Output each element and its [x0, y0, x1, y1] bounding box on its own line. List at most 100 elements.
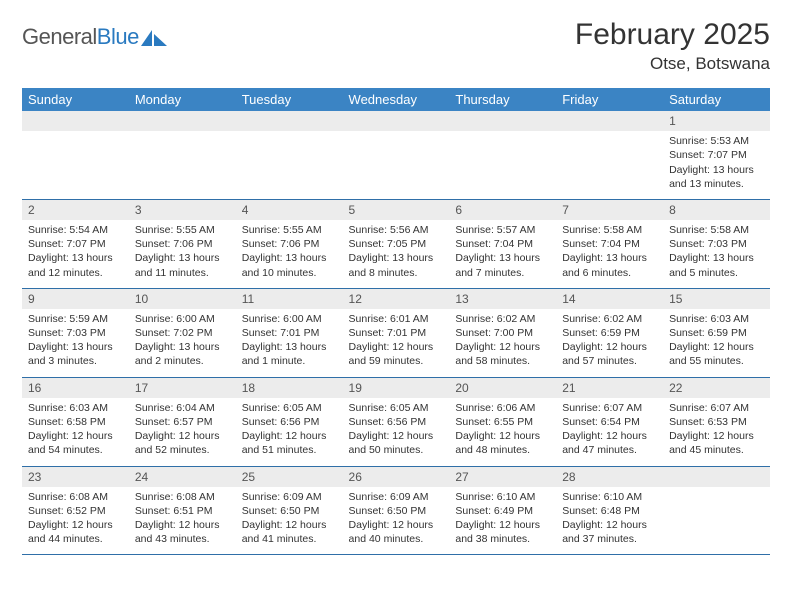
day-number: 6 — [449, 200, 556, 220]
calendar-cell — [343, 111, 450, 199]
sunset-text: Sunset: 6:53 PM — [669, 415, 764, 429]
brand-text: GeneralBlue — [22, 24, 139, 50]
daylight-text: Daylight: 12 hours and 55 minutes. — [669, 340, 764, 368]
day-body — [343, 131, 450, 171]
calendar-cell: 1Sunrise: 5:53 AMSunset: 7:07 PMDaylight… — [663, 111, 770, 199]
daylight-text: Daylight: 12 hours and 51 minutes. — [242, 429, 337, 457]
sunrise-text: Sunrise: 6:00 AM — [135, 312, 230, 326]
sunrise-text: Sunrise: 6:03 AM — [28, 401, 123, 415]
day-body — [663, 487, 770, 527]
day-body — [556, 131, 663, 171]
calendar-cell: 17Sunrise: 6:04 AMSunset: 6:57 PMDayligh… — [129, 377, 236, 466]
sunset-text: Sunset: 6:59 PM — [669, 326, 764, 340]
day-body: Sunrise: 5:58 AMSunset: 7:04 PMDaylight:… — [556, 220, 663, 288]
calendar-cell — [129, 111, 236, 199]
sunset-text: Sunset: 6:49 PM — [455, 504, 550, 518]
day-body: Sunrise: 5:56 AMSunset: 7:05 PMDaylight:… — [343, 220, 450, 288]
day-body: Sunrise: 6:03 AMSunset: 6:58 PMDaylight:… — [22, 398, 129, 466]
day-number — [556, 111, 663, 131]
day-number — [129, 111, 236, 131]
daylight-text: Daylight: 13 hours and 3 minutes. — [28, 340, 123, 368]
day-number: 11 — [236, 289, 343, 309]
daylight-text: Daylight: 12 hours and 47 minutes. — [562, 429, 657, 457]
calendar-row: 23Sunrise: 6:08 AMSunset: 6:52 PMDayligh… — [22, 466, 770, 555]
sunrise-text: Sunrise: 6:04 AM — [135, 401, 230, 415]
calendar-cell: 23Sunrise: 6:08 AMSunset: 6:52 PMDayligh… — [22, 466, 129, 555]
daylight-text: Daylight: 12 hours and 48 minutes. — [455, 429, 550, 457]
calendar-cell: 12Sunrise: 6:01 AMSunset: 7:01 PMDayligh… — [343, 288, 450, 377]
day-number: 5 — [343, 200, 450, 220]
sunrise-text: Sunrise: 6:09 AM — [242, 490, 337, 504]
day-body: Sunrise: 6:05 AMSunset: 6:56 PMDaylight:… — [236, 398, 343, 466]
day-body: Sunrise: 5:59 AMSunset: 7:03 PMDaylight:… — [22, 309, 129, 377]
daylight-text: Daylight: 12 hours and 41 minutes. — [242, 518, 337, 546]
daylight-text: Daylight: 13 hours and 6 minutes. — [562, 251, 657, 279]
calendar-cell: 27Sunrise: 6:10 AMSunset: 6:49 PMDayligh… — [449, 466, 556, 555]
weekday-header: Sunday — [22, 88, 129, 111]
calendar-cell: 15Sunrise: 6:03 AMSunset: 6:59 PMDayligh… — [663, 288, 770, 377]
calendar-cell — [556, 111, 663, 199]
daylight-text: Daylight: 13 hours and 8 minutes. — [349, 251, 444, 279]
calendar-cell: 7Sunrise: 5:58 AMSunset: 7:04 PMDaylight… — [556, 199, 663, 288]
weekday-header: Tuesday — [236, 88, 343, 111]
calendar-cell: 10Sunrise: 6:00 AMSunset: 7:02 PMDayligh… — [129, 288, 236, 377]
calendar-cell: 9Sunrise: 5:59 AMSunset: 7:03 PMDaylight… — [22, 288, 129, 377]
sunrise-text: Sunrise: 5:55 AM — [242, 223, 337, 237]
sunset-text: Sunset: 7:03 PM — [28, 326, 123, 340]
daylight-text: Daylight: 13 hours and 11 minutes. — [135, 251, 230, 279]
day-body — [236, 131, 343, 171]
daylight-text: Daylight: 13 hours and 10 minutes. — [242, 251, 337, 279]
day-body: Sunrise: 6:07 AMSunset: 6:54 PMDaylight:… — [556, 398, 663, 466]
calendar-cell: 26Sunrise: 6:09 AMSunset: 6:50 PMDayligh… — [343, 466, 450, 555]
day-body: Sunrise: 6:10 AMSunset: 6:49 PMDaylight:… — [449, 487, 556, 555]
day-body: Sunrise: 6:08 AMSunset: 6:51 PMDaylight:… — [129, 487, 236, 555]
sunset-text: Sunset: 7:00 PM — [455, 326, 550, 340]
calendar-cell: 8Sunrise: 5:58 AMSunset: 7:03 PMDaylight… — [663, 199, 770, 288]
sunset-text: Sunset: 7:04 PM — [455, 237, 550, 251]
sunrise-text: Sunrise: 6:01 AM — [349, 312, 444, 326]
daylight-text: Daylight: 12 hours and 38 minutes. — [455, 518, 550, 546]
sunrise-text: Sunrise: 5:58 AM — [562, 223, 657, 237]
day-body: Sunrise: 6:08 AMSunset: 6:52 PMDaylight:… — [22, 487, 129, 555]
sunset-text: Sunset: 6:51 PM — [135, 504, 230, 518]
calendar-body: 1Sunrise: 5:53 AMSunset: 7:07 PMDaylight… — [22, 111, 770, 555]
daylight-text: Daylight: 12 hours and 40 minutes. — [349, 518, 444, 546]
sunset-text: Sunset: 6:58 PM — [28, 415, 123, 429]
daylight-text: Daylight: 12 hours and 54 minutes. — [28, 429, 123, 457]
calendar-head: SundayMondayTuesdayWednesdayThursdayFrid… — [22, 88, 770, 111]
daylight-text: Daylight: 12 hours and 37 minutes. — [562, 518, 657, 546]
calendar-cell: 18Sunrise: 6:05 AMSunset: 6:56 PMDayligh… — [236, 377, 343, 466]
daylight-text: Daylight: 12 hours and 50 minutes. — [349, 429, 444, 457]
sunset-text: Sunset: 6:54 PM — [562, 415, 657, 429]
sunrise-text: Sunrise: 6:05 AM — [242, 401, 337, 415]
sunset-text: Sunset: 6:50 PM — [242, 504, 337, 518]
day-body: Sunrise: 6:03 AMSunset: 6:59 PMDaylight:… — [663, 309, 770, 377]
calendar-cell: 24Sunrise: 6:08 AMSunset: 6:51 PMDayligh… — [129, 466, 236, 555]
month-title: February 2025 — [575, 18, 770, 52]
day-body: Sunrise: 6:07 AMSunset: 6:53 PMDaylight:… — [663, 398, 770, 466]
daylight-text: Daylight: 13 hours and 1 minute. — [242, 340, 337, 368]
sunrise-text: Sunrise: 5:54 AM — [28, 223, 123, 237]
sunset-text: Sunset: 7:07 PM — [28, 237, 123, 251]
day-body — [22, 131, 129, 171]
day-body: Sunrise: 5:57 AMSunset: 7:04 PMDaylight:… — [449, 220, 556, 288]
daylight-text: Daylight: 12 hours and 52 minutes. — [135, 429, 230, 457]
day-body: Sunrise: 6:06 AMSunset: 6:55 PMDaylight:… — [449, 398, 556, 466]
calendar-cell: 21Sunrise: 6:07 AMSunset: 6:54 PMDayligh… — [556, 377, 663, 466]
day-number — [22, 111, 129, 131]
daylight-text: Daylight: 13 hours and 12 minutes. — [28, 251, 123, 279]
sunset-text: Sunset: 7:03 PM — [669, 237, 764, 251]
daylight-text: Daylight: 13 hours and 7 minutes. — [455, 251, 550, 279]
day-body — [449, 131, 556, 171]
weekday-header: Thursday — [449, 88, 556, 111]
sunrise-text: Sunrise: 6:07 AM — [669, 401, 764, 415]
day-number: 23 — [22, 467, 129, 487]
day-number: 4 — [236, 200, 343, 220]
weekday-header: Wednesday — [343, 88, 450, 111]
brand-part1: General — [22, 24, 97, 49]
calendar-cell: 4Sunrise: 5:55 AMSunset: 7:06 PMDaylight… — [236, 199, 343, 288]
calendar-row: 1Sunrise: 5:53 AMSunset: 7:07 PMDaylight… — [22, 111, 770, 199]
day-number — [343, 111, 450, 131]
calendar-cell — [236, 111, 343, 199]
sunrise-text: Sunrise: 6:02 AM — [562, 312, 657, 326]
